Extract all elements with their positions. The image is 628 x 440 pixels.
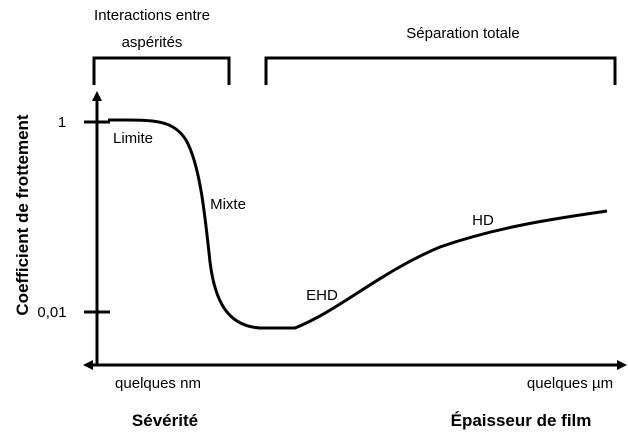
x-axis-left-label: quelques nm [115,375,201,392]
curve-label: HD [472,212,494,229]
curve-label: EHD [306,287,338,304]
right-regime-label: Séparation totale [406,25,519,42]
left-regime-label-2: aspérités [122,34,183,51]
y-tick-label: 0,01 [37,304,66,321]
x-axis-right-caption: Épaisseur de film [451,411,592,430]
curve-label: Mixte [210,196,246,213]
y-axis-label: Coefficient de frottement [13,114,32,316]
right-bracket [264,56,617,85]
curve-label: Limite [113,130,153,147]
x-axis-left-caption: Sévérité [132,411,198,430]
stribeck-curve [107,118,608,330]
y-tick-label: 1 [58,114,66,131]
left-regime-label: Interactions entre [94,7,210,24]
left-bracket [92,56,231,85]
x-axis-right-label: quelques µm [527,375,613,392]
